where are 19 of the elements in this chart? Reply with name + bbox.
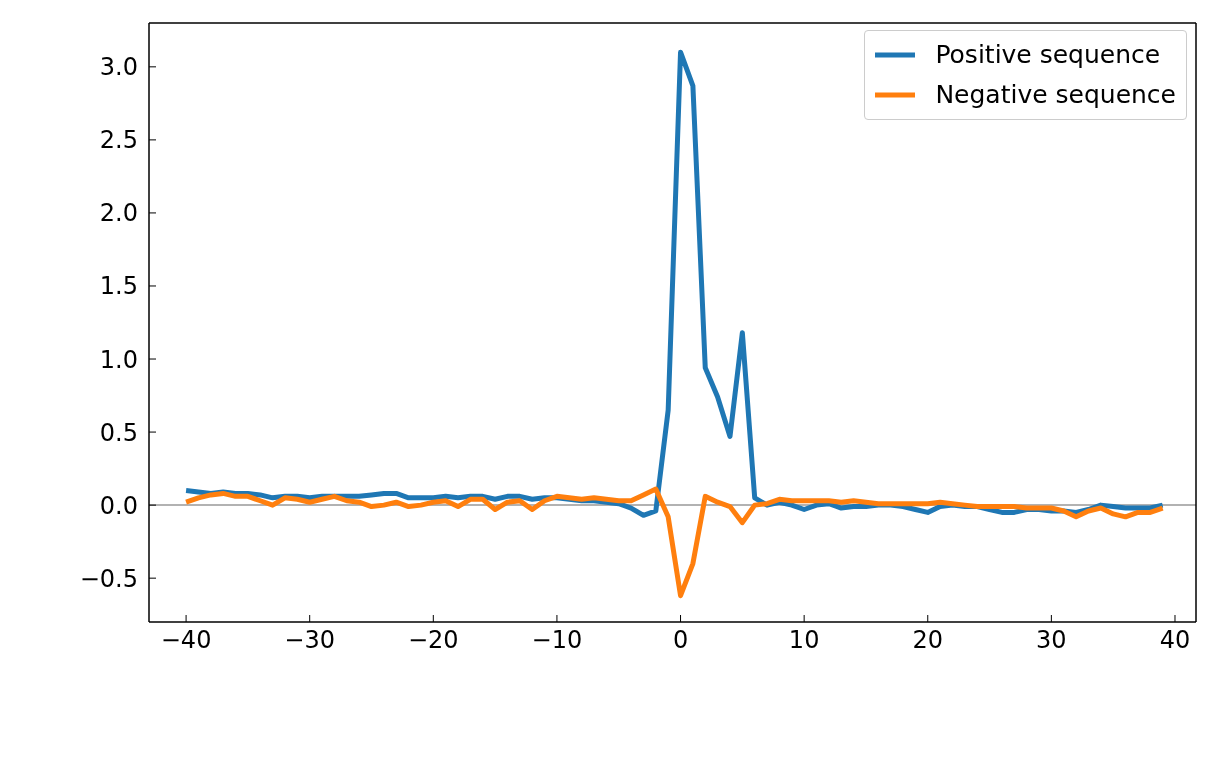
y-tick-label: 0.0: [99, 491, 138, 520]
y-tick-label: 3.0: [99, 53, 138, 82]
y-tick-label: 2.5: [99, 126, 138, 155]
y-tick-label: 2.0: [99, 199, 138, 228]
x-tick-label: −30: [284, 626, 336, 655]
x-tick-label: −40: [160, 626, 212, 655]
x-tick-label: 20: [912, 626, 944, 655]
y-tick-label: −0.5: [79, 564, 138, 593]
legend-label: Negative sequence: [935, 79, 1176, 111]
x-tick-label: −20: [407, 626, 459, 655]
legend-label: Positive sequence: [935, 39, 1161, 71]
x-tick-label: 10: [788, 626, 820, 655]
x-tick-label: 40: [1159, 626, 1191, 655]
x-tick-label: −10: [531, 626, 583, 655]
y-tick-label: 1.5: [99, 272, 138, 301]
x-tick-label: 0: [672, 626, 689, 655]
x-tick-label: 30: [1036, 626, 1067, 655]
y-tick-label: 0.5: [99, 418, 138, 447]
y-tick-label: 1.0: [99, 345, 138, 374]
